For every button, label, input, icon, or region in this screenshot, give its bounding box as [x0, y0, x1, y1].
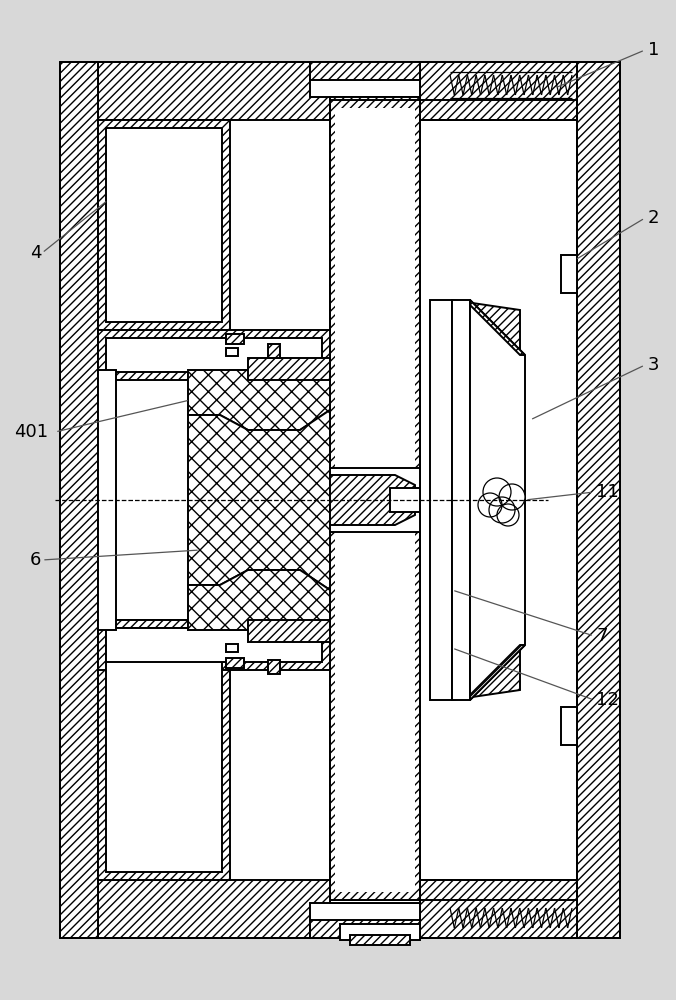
- Polygon shape: [98, 62, 420, 120]
- Bar: [330, 468, 420, 532]
- Polygon shape: [98, 620, 330, 670]
- Polygon shape: [60, 62, 98, 938]
- Bar: [268, 660, 280, 674]
- Circle shape: [499, 484, 525, 510]
- Bar: [226, 348, 238, 356]
- Polygon shape: [98, 880, 420, 938]
- Text: 401: 401: [14, 423, 48, 441]
- Text: 6: 6: [30, 551, 41, 569]
- Circle shape: [497, 504, 519, 526]
- Bar: [390, 488, 420, 512]
- Bar: [420, 62, 620, 938]
- Polygon shape: [452, 300, 520, 355]
- Bar: [452, 300, 470, 700]
- Bar: [106, 338, 322, 372]
- Bar: [330, 880, 420, 903]
- Circle shape: [489, 497, 515, 523]
- Polygon shape: [470, 300, 525, 700]
- Bar: [310, 62, 420, 97]
- Polygon shape: [188, 570, 330, 630]
- Bar: [330, 97, 420, 109]
- Polygon shape: [420, 880, 620, 938]
- Circle shape: [483, 478, 511, 506]
- Bar: [98, 62, 418, 938]
- Polygon shape: [470, 645, 525, 700]
- Polygon shape: [188, 370, 330, 430]
- Polygon shape: [420, 62, 577, 100]
- Text: 7: 7: [596, 627, 608, 645]
- Bar: [561, 255, 577, 293]
- Bar: [350, 935, 410, 945]
- Polygon shape: [98, 330, 330, 380]
- Bar: [230, 370, 260, 630]
- Polygon shape: [577, 62, 620, 938]
- Bar: [561, 707, 577, 745]
- Polygon shape: [330, 475, 415, 525]
- Bar: [106, 628, 322, 662]
- Bar: [340, 924, 420, 940]
- Bar: [335, 108, 415, 892]
- Bar: [106, 128, 222, 322]
- Polygon shape: [420, 900, 577, 938]
- Polygon shape: [98, 620, 230, 880]
- Polygon shape: [330, 100, 420, 900]
- Bar: [310, 920, 420, 938]
- Bar: [330, 97, 420, 120]
- Bar: [268, 344, 280, 358]
- Text: 12: 12: [596, 691, 619, 709]
- Bar: [226, 644, 238, 652]
- Bar: [310, 62, 420, 80]
- Bar: [98, 370, 116, 630]
- Bar: [226, 658, 244, 668]
- Text: 3: 3: [648, 356, 660, 374]
- Polygon shape: [470, 300, 525, 355]
- Bar: [310, 903, 420, 938]
- Text: 1: 1: [648, 41, 659, 59]
- Bar: [420, 120, 577, 880]
- Polygon shape: [188, 410, 330, 590]
- Polygon shape: [98, 120, 230, 330]
- Bar: [226, 334, 244, 344]
- Bar: [330, 888, 420, 900]
- Circle shape: [478, 493, 502, 517]
- Polygon shape: [248, 358, 330, 380]
- Polygon shape: [452, 645, 520, 700]
- Text: 11: 11: [596, 483, 619, 501]
- Bar: [430, 300, 452, 700]
- Polygon shape: [248, 620, 330, 642]
- Text: 4: 4: [30, 244, 41, 262]
- Bar: [106, 628, 222, 872]
- Text: 2: 2: [648, 209, 660, 227]
- Polygon shape: [420, 62, 620, 120]
